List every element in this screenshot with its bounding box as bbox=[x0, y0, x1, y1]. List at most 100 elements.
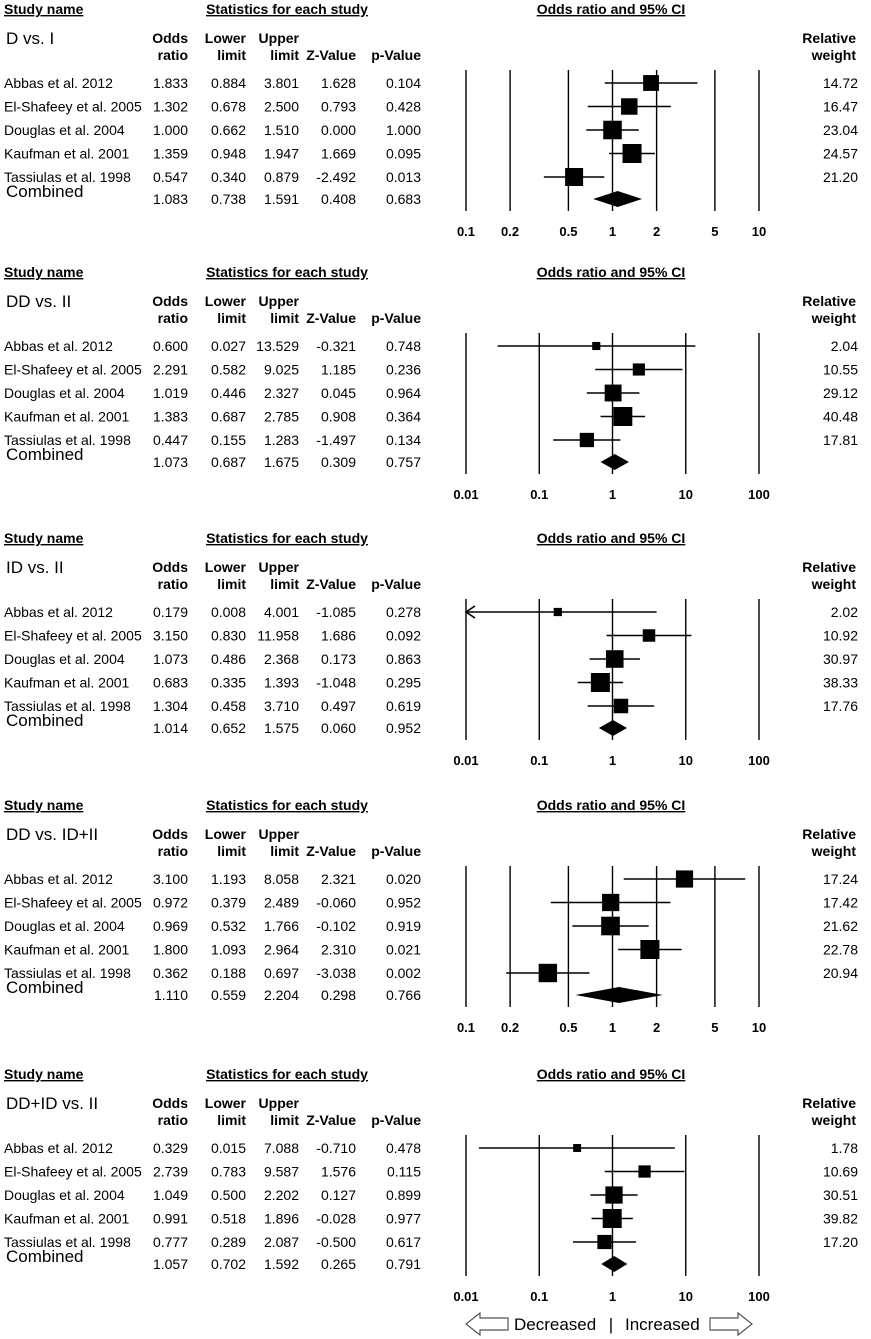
p-value: 0.104 bbox=[386, 75, 421, 91]
z-value: 0.060 bbox=[321, 720, 356, 736]
lower-limit-value: 0.948 bbox=[211, 146, 246, 162]
lower-limit-value: 0.340 bbox=[211, 169, 246, 185]
column-header-col1: ratio bbox=[158, 843, 188, 859]
column-header-col1: Odds bbox=[152, 826, 188, 842]
lower-limit-value: 0.518 bbox=[211, 1211, 246, 1227]
combined-diamond bbox=[600, 454, 629, 470]
p-value: 0.020 bbox=[386, 871, 421, 887]
point-estimate-square bbox=[602, 893, 620, 912]
relative-weight-header: weight bbox=[811, 47, 857, 63]
lower-limit-value: 0.486 bbox=[211, 651, 246, 667]
z-value: 0.908 bbox=[321, 409, 356, 425]
odds-ratio-value: 1.383 bbox=[153, 409, 188, 425]
column-header-col2: limit bbox=[217, 576, 246, 592]
column-header-col1: ratio bbox=[158, 1112, 188, 1128]
z-value: 0.298 bbox=[321, 987, 356, 1003]
study-name: Tassiulas et al. 1998 bbox=[4, 965, 131, 981]
column-header-col2: Lower bbox=[205, 826, 247, 842]
study-name: Tassiulas et al. 1998 bbox=[4, 1234, 131, 1250]
increased-arrow-icon bbox=[709, 1311, 753, 1337]
upper-limit-value: 1.283 bbox=[264, 432, 299, 448]
study-name: Kaufman et al. 2001 bbox=[4, 1211, 130, 1227]
combined-label: Combined bbox=[6, 182, 84, 201]
direction-footer: Decreased | Increased bbox=[465, 1311, 753, 1337]
upper-limit-value: 3.710 bbox=[264, 698, 299, 714]
lower-limit-value: 0.702 bbox=[211, 1256, 246, 1272]
lower-limit-value: 0.008 bbox=[211, 604, 246, 620]
z-value: 0.045 bbox=[321, 385, 356, 401]
p-value: 0.952 bbox=[386, 720, 421, 736]
odds-ratio-value: 1.073 bbox=[153, 454, 188, 470]
column-header-col2: Lower bbox=[205, 1095, 247, 1111]
z-value: 0.793 bbox=[321, 99, 356, 115]
lower-limit-value: 0.500 bbox=[211, 1187, 246, 1203]
point-estimate-square bbox=[590, 673, 610, 692]
column-header-col3: limit bbox=[270, 310, 299, 326]
odds-ratio-value: 1.302 bbox=[153, 99, 188, 115]
combined-diamond bbox=[601, 1256, 628, 1272]
decreased-arrow-icon bbox=[465, 1311, 509, 1337]
point-estimate-square bbox=[622, 144, 642, 163]
x-tick-label: 0.01 bbox=[453, 753, 478, 768]
odds-ratio-value: 0.600 bbox=[153, 338, 188, 354]
column-header-col4: Z-Value bbox=[306, 843, 356, 859]
upper-limit-value: 1.575 bbox=[264, 720, 299, 736]
lower-limit-value: 0.532 bbox=[211, 918, 246, 934]
study-name: El-Shafeey et al. 2005 bbox=[4, 1164, 142, 1180]
column-header-col4: Z-Value bbox=[306, 1112, 356, 1128]
upper-limit-value: 3.801 bbox=[264, 75, 299, 91]
lower-limit-value: 0.783 bbox=[211, 1164, 246, 1180]
z-value: 1.185 bbox=[321, 362, 356, 378]
lower-limit-value: 0.652 bbox=[211, 720, 246, 736]
upper-limit-value: 1.510 bbox=[264, 122, 299, 138]
odds-ratio-value: 1.019 bbox=[153, 385, 188, 401]
statistics-header: Statistics for each study bbox=[206, 1066, 368, 1082]
x-tick-label: 5 bbox=[711, 224, 718, 239]
combined-diamond bbox=[598, 720, 627, 736]
column-header-col3: limit bbox=[270, 843, 299, 859]
x-tick-label: 100 bbox=[748, 1289, 770, 1304]
point-estimate-square bbox=[638, 1165, 651, 1178]
combined-diamond bbox=[593, 191, 643, 207]
odds-ratio-ci-header: Odds ratio and 95% CI bbox=[537, 264, 686, 280]
upper-limit-value: 1.947 bbox=[264, 146, 299, 162]
lower-limit-value: 0.335 bbox=[211, 675, 246, 691]
relative-weight-value: 2.04 bbox=[831, 338, 858, 354]
p-value: 0.295 bbox=[386, 675, 421, 691]
point-estimate-square bbox=[613, 407, 633, 426]
z-value: -1.085 bbox=[316, 604, 356, 620]
x-tick-label: 2 bbox=[653, 1020, 660, 1035]
relative-weight-value: 22.78 bbox=[823, 942, 858, 958]
study-name: Douglas et al. 2004 bbox=[4, 1187, 125, 1203]
odds-ratio-ci-header: Odds ratio and 95% CI bbox=[537, 1066, 686, 1082]
column-header-col3: Upper bbox=[259, 559, 300, 575]
odds-ratio-ci-header: Odds ratio and 95% CI bbox=[537, 1, 686, 17]
lower-limit-value: 0.738 bbox=[211, 191, 246, 207]
p-value: 0.863 bbox=[386, 651, 421, 667]
p-value: 0.964 bbox=[386, 385, 421, 401]
odds-ratio-value: 1.057 bbox=[153, 1256, 188, 1272]
relative-weight-header: Relative bbox=[802, 30, 856, 46]
x-tick-label: 0.2 bbox=[501, 224, 519, 239]
column-header-col3: Upper bbox=[259, 293, 300, 309]
column-header-col3: limit bbox=[270, 47, 299, 63]
relative-weight-value: 10.92 bbox=[823, 628, 858, 644]
upper-limit-value: 2.500 bbox=[264, 99, 299, 115]
z-value: -1.048 bbox=[316, 675, 356, 691]
lower-limit-value: 0.559 bbox=[211, 987, 246, 1003]
lower-limit-value: 0.015 bbox=[211, 1140, 246, 1156]
z-value: -0.710 bbox=[316, 1140, 356, 1156]
relative-weight-header: weight bbox=[811, 1112, 857, 1128]
relative-weight-value: 10.55 bbox=[823, 362, 858, 378]
comparison-label: DD vs. II bbox=[6, 292, 71, 311]
upper-limit-value: 2.327 bbox=[264, 385, 299, 401]
x-tick-label: 0.2 bbox=[501, 1020, 519, 1035]
odds-ratio-value: 0.329 bbox=[153, 1140, 188, 1156]
z-value: 0.265 bbox=[321, 1256, 356, 1272]
z-value: 1.576 bbox=[321, 1164, 356, 1180]
study-name: Abbas et al. 2012 bbox=[4, 75, 113, 91]
study-name: El-Shafeey et al. 2005 bbox=[4, 99, 142, 115]
p-value: 0.791 bbox=[386, 1256, 421, 1272]
z-value: 0.127 bbox=[321, 1187, 356, 1203]
column-header-col2: limit bbox=[217, 47, 246, 63]
